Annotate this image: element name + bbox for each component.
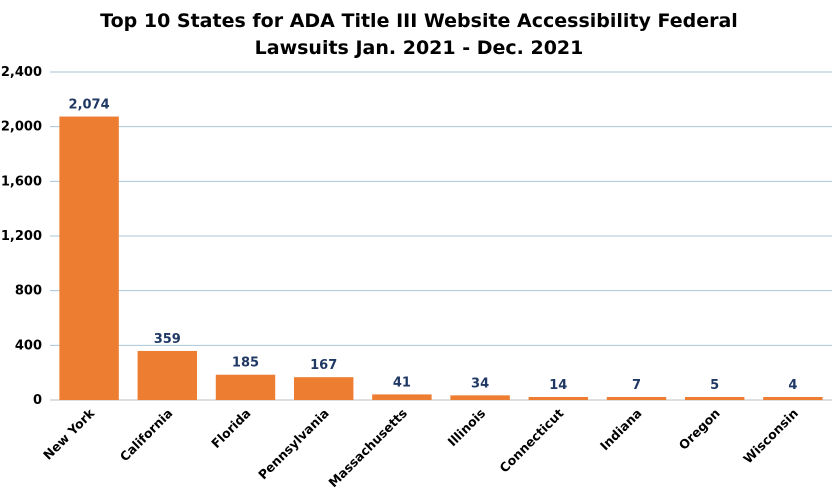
category-label: Pennsylvania: [255, 406, 332, 483]
bar: [528, 397, 589, 400]
category-label: Florida: [208, 406, 253, 451]
bars: [59, 116, 823, 400]
bar: [606, 397, 667, 400]
data-label: 359: [154, 332, 181, 347]
category-label: Massachusetts: [325, 406, 410, 491]
y-tick-label: 800: [15, 284, 42, 299]
chart-title: Top 10 States for ADA Title III Website …: [0, 8, 838, 62]
bar: [293, 377, 354, 400]
bar: [450, 395, 510, 400]
bar: [372, 394, 432, 400]
y-axis-ticks: 0 400 800 1,200 1,600 2,000 2,400: [1, 65, 42, 408]
data-label: 41: [393, 375, 411, 390]
data-label: 167: [310, 358, 337, 373]
data-label: 5: [710, 378, 719, 393]
category-label: New York: [40, 405, 98, 463]
data-label: 2,074: [69, 98, 110, 113]
bar: [59, 116, 119, 400]
category-label: Oregon: [676, 406, 723, 453]
data-labels: 2,074 359 185 167 41 34 14 7 5 4: [69, 98, 798, 393]
y-tick-label: 400: [15, 338, 42, 353]
y-tick-label: 0: [33, 393, 42, 408]
y-tick-label: 2,400: [1, 65, 42, 80]
category-label: Illinois: [445, 406, 489, 450]
category-label: Connecticut: [496, 406, 566, 476]
chart-title-line-2: Lawsuits Jan. 2021 - Dec. 2021: [254, 37, 584, 59]
data-label: 7: [632, 378, 641, 393]
bar: [215, 374, 276, 400]
category-label: Indiana: [597, 406, 645, 454]
x-axis-categories: New York California Florida PennsylvaniaMas…: [40, 405, 801, 490]
y-tick-label: 2,000: [1, 120, 42, 135]
gridlines: [50, 71, 832, 401]
y-tick-label: 1,200: [1, 229, 42, 244]
bar: [763, 397, 823, 400]
category-label: Wisconsin: [740, 406, 801, 467]
data-label: 14: [549, 378, 567, 393]
bar: [137, 350, 198, 400]
chart-title-line-1: Top 10 States for ADA Title III Website …: [100, 10, 738, 32]
data-label: 185: [232, 356, 259, 371]
data-label: 34: [471, 376, 489, 391]
y-tick-label: 1,600: [1, 174, 42, 189]
category-label: California: [117, 406, 176, 465]
data-label: 4: [788, 378, 797, 393]
bar: [684, 397, 745, 400]
